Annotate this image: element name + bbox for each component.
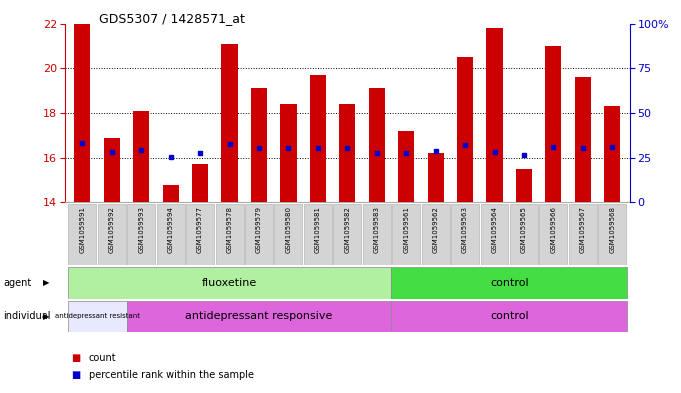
Text: GSM1059579: GSM1059579 xyxy=(256,206,262,253)
Bar xyxy=(392,204,420,265)
Text: antidepressant resistant: antidepressant resistant xyxy=(54,313,140,320)
Bar xyxy=(157,204,185,265)
Bar xyxy=(575,77,591,202)
Text: GSM1059567: GSM1059567 xyxy=(580,206,586,253)
Text: fluoxetine: fluoxetine xyxy=(202,278,257,288)
Bar xyxy=(133,111,149,202)
Bar xyxy=(67,267,392,299)
Text: antidepressant responsive: antidepressant responsive xyxy=(185,311,333,321)
Bar xyxy=(98,204,126,265)
Bar xyxy=(545,46,561,202)
Bar xyxy=(398,131,414,202)
Text: count: count xyxy=(89,353,116,363)
Text: ■: ■ xyxy=(72,370,81,380)
Text: GSM1059577: GSM1059577 xyxy=(197,206,203,253)
Bar xyxy=(333,204,362,265)
Bar xyxy=(310,75,326,202)
Bar xyxy=(163,184,179,202)
Text: GSM1059580: GSM1059580 xyxy=(285,206,291,253)
Text: GSM1059578: GSM1059578 xyxy=(227,206,232,253)
Bar xyxy=(516,169,532,202)
Text: GSM1059582: GSM1059582 xyxy=(345,206,350,253)
Bar xyxy=(510,204,538,265)
Bar xyxy=(245,204,273,265)
Text: GSM1059594: GSM1059594 xyxy=(168,206,174,253)
Text: ▶: ▶ xyxy=(43,279,50,287)
Bar xyxy=(481,204,509,265)
Bar xyxy=(127,301,392,332)
Bar xyxy=(486,28,503,202)
Text: GSM1059566: GSM1059566 xyxy=(550,206,556,253)
Text: GSM1059565: GSM1059565 xyxy=(521,206,527,253)
Bar xyxy=(304,204,332,265)
Bar xyxy=(74,24,91,202)
Text: GSM1059564: GSM1059564 xyxy=(492,206,498,253)
Bar xyxy=(68,204,96,265)
Bar xyxy=(363,204,391,265)
Bar xyxy=(251,88,267,202)
Text: GSM1059583: GSM1059583 xyxy=(374,206,380,253)
Bar xyxy=(428,153,444,202)
Text: GSM1059593: GSM1059593 xyxy=(138,206,144,253)
Text: GSM1059568: GSM1059568 xyxy=(609,206,615,253)
Text: percentile rank within the sample: percentile rank within the sample xyxy=(89,370,253,380)
Text: GSM1059592: GSM1059592 xyxy=(109,206,115,253)
Bar xyxy=(451,204,479,265)
Bar xyxy=(216,204,244,265)
Bar xyxy=(127,204,155,265)
Bar xyxy=(604,106,620,202)
Text: GSM1059562: GSM1059562 xyxy=(432,206,439,253)
Bar xyxy=(392,267,627,299)
Bar xyxy=(392,301,627,332)
Bar xyxy=(221,44,238,202)
Text: GDS5307 / 1428571_at: GDS5307 / 1428571_at xyxy=(99,12,244,25)
Text: agent: agent xyxy=(3,278,31,288)
Bar xyxy=(539,204,567,265)
Bar xyxy=(186,204,214,265)
Text: control: control xyxy=(490,278,528,288)
Bar xyxy=(339,104,355,202)
Text: GSM1059591: GSM1059591 xyxy=(80,206,85,253)
Bar xyxy=(274,204,302,265)
Text: individual: individual xyxy=(3,311,51,321)
Bar xyxy=(599,204,627,265)
Text: GSM1059581: GSM1059581 xyxy=(315,206,321,253)
Text: GSM1059563: GSM1059563 xyxy=(462,206,468,253)
Bar xyxy=(422,204,449,265)
Bar xyxy=(368,88,385,202)
Text: control: control xyxy=(490,311,528,321)
Bar xyxy=(281,104,296,202)
Text: ■: ■ xyxy=(72,353,81,363)
Bar xyxy=(457,57,473,202)
Bar xyxy=(569,204,597,265)
Bar xyxy=(192,164,208,202)
Bar xyxy=(104,138,120,202)
Text: ▶: ▶ xyxy=(43,312,50,321)
Bar xyxy=(67,301,127,332)
Text: GSM1059561: GSM1059561 xyxy=(403,206,409,253)
